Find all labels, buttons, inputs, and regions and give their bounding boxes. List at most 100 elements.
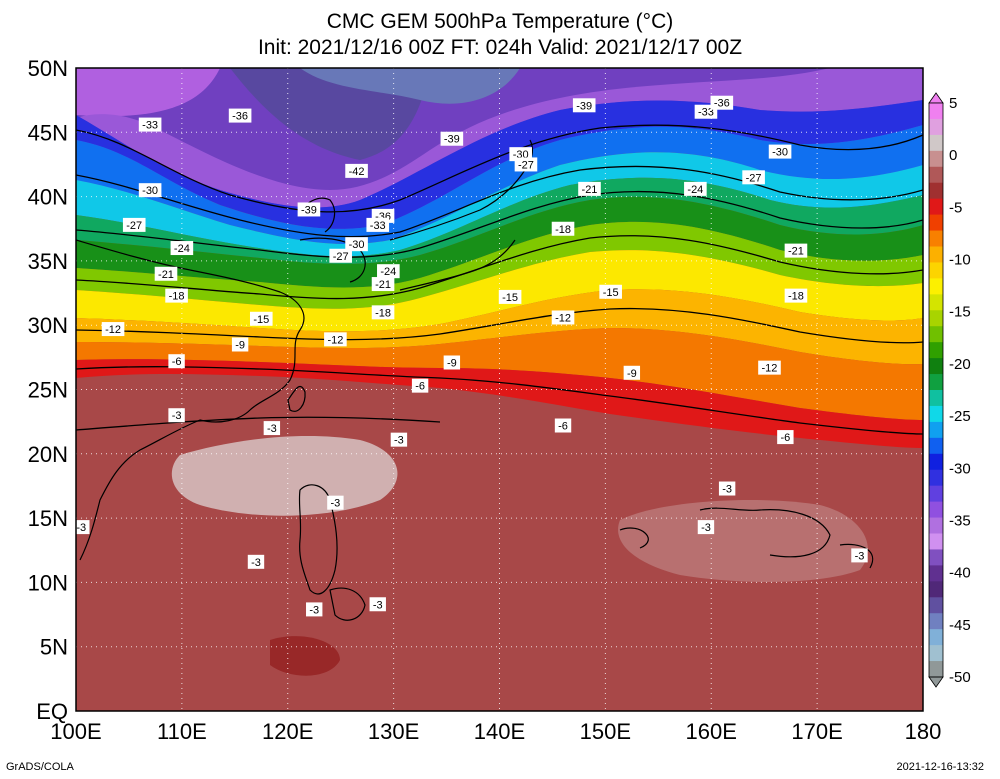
colorbar-swatch bbox=[929, 358, 943, 375]
colorbar-swatch bbox=[929, 294, 943, 311]
colorbar-tick-label: -35 bbox=[949, 512, 971, 529]
colorbar-swatch bbox=[929, 262, 943, 279]
colorbar-swatch bbox=[929, 405, 943, 423]
isotherm-label-box bbox=[551, 221, 575, 236]
colorbar-max-arrow bbox=[928, 92, 944, 104]
colorbar-swatch bbox=[929, 134, 943, 152]
isotherm-label-box bbox=[777, 430, 794, 445]
colorbar-swatch bbox=[929, 342, 943, 359]
colorbar-tick-label: -40 bbox=[949, 565, 971, 582]
isotherm-label-box bbox=[369, 597, 386, 612]
lon-tick-label: 100E bbox=[50, 719, 101, 744]
isotherm-label-text: -18 bbox=[788, 291, 804, 303]
map-title-line2: Init: 2021/12/16 00Z FT: 024h Valid: 202… bbox=[257, 36, 743, 59]
isotherm-label: -39 bbox=[297, 202, 321, 217]
isotherm-label-box bbox=[710, 95, 734, 110]
isotherm-label-text: -12 bbox=[555, 312, 571, 324]
isotherm-label-box bbox=[101, 322, 125, 337]
isotherm-label-text: -21 bbox=[788, 246, 804, 258]
isotherm-label: -12 bbox=[101, 322, 125, 337]
isotherm-label: -3 bbox=[718, 481, 736, 496]
colorbar-swatch bbox=[929, 661, 943, 678]
isotherm-label-text: -30 bbox=[772, 147, 788, 159]
colorbar-swatch bbox=[929, 326, 943, 343]
isotherm-label-box bbox=[231, 337, 249, 352]
isotherm-label: -12 bbox=[324, 332, 347, 347]
isotherm-label-box bbox=[324, 332, 347, 347]
isotherm-label-text: -27 bbox=[518, 159, 534, 171]
lon-tick-label: 130E bbox=[368, 719, 419, 744]
isotherm-label: -39 bbox=[440, 131, 464, 146]
isotherm-label-box bbox=[306, 602, 323, 617]
colorbar-swatch bbox=[929, 246, 943, 263]
isotherm-label-text: -42 bbox=[349, 166, 365, 178]
longitude-axis: 100E 110E 120E 130E 140E 150E 160E 170E 180 bbox=[50, 719, 941, 744]
isotherm-label-text: -9 bbox=[447, 357, 457, 369]
isotherm-label-box bbox=[498, 289, 522, 304]
isotherm-label-box bbox=[263, 421, 281, 436]
colorbar-swatch bbox=[929, 421, 943, 439]
isotherm-label-text: -3 bbox=[267, 423, 277, 435]
isotherm-label-text: -18 bbox=[375, 307, 391, 319]
isotherm-label: -3 bbox=[327, 495, 344, 510]
isotherm-label-box bbox=[345, 163, 368, 178]
colorbar: 5 0 -5 -10 -15 -20 -25 -30 -35 -40 -45 -50 bbox=[928, 92, 971, 688]
isotherm-label-box bbox=[228, 108, 252, 123]
isotherm-label-box bbox=[366, 217, 390, 232]
isotherm-label-box bbox=[377, 264, 400, 279]
isotherm-label: -18 bbox=[371, 305, 395, 320]
isotherm-label: -3 bbox=[168, 408, 185, 423]
isotherm-label-box bbox=[443, 355, 461, 370]
isotherm-label-box bbox=[249, 311, 273, 326]
isotherm-label: -6 bbox=[168, 354, 185, 369]
isotherm-label: -27 bbox=[122, 217, 146, 232]
isotherm-label-box bbox=[138, 183, 162, 198]
colorbar-swatch bbox=[929, 198, 943, 216]
isotherm-label: -21 bbox=[578, 181, 601, 196]
isotherm-label: -30 bbox=[768, 144, 792, 159]
isotherm-label-text: -33 bbox=[370, 220, 386, 232]
lat-tick-label: 20N bbox=[28, 442, 68, 467]
colorbar-swatch bbox=[929, 597, 943, 614]
isotherm-label: -24 bbox=[170, 241, 194, 256]
colorbar-tick-label: -10 bbox=[949, 252, 971, 269]
colorbar-swatch bbox=[929, 103, 943, 120]
isotherm-label-text: -3 bbox=[701, 522, 711, 534]
isotherm-label: -18 bbox=[551, 221, 575, 236]
isotherm-label-box bbox=[578, 181, 601, 196]
isotherm-label-text: -21 bbox=[375, 279, 391, 291]
colorbar-swatch bbox=[929, 485, 943, 503]
isotherm-label: -30 bbox=[138, 183, 162, 198]
isotherm-label-text: -39 bbox=[301, 204, 317, 216]
lat-tick-label: 30N bbox=[28, 313, 68, 338]
isotherm-label-box bbox=[122, 217, 146, 232]
isotherm-label-box bbox=[514, 157, 538, 172]
isotherm-label: -12 bbox=[551, 310, 575, 325]
temperature-field bbox=[76, 68, 923, 711]
isotherm-label-text: -3 bbox=[309, 604, 319, 616]
isotherm-label-text: -3 bbox=[373, 599, 383, 611]
isotherm-label-box bbox=[154, 266, 178, 281]
isotherm-label: -36 bbox=[228, 108, 252, 123]
isotherm-label-box bbox=[440, 131, 464, 146]
isotherm-label: -12 bbox=[758, 360, 781, 375]
isotherm-label-text: -3 bbox=[855, 550, 865, 562]
isotherm-label-text: -9 bbox=[235, 339, 245, 351]
isotherm-label-text: -3 bbox=[331, 498, 341, 510]
isotherm-label-text: -6 bbox=[558, 421, 568, 433]
grads-credit: GrADS/COLA bbox=[6, 761, 74, 773]
isotherm-label-text: -9 bbox=[627, 368, 637, 380]
isotherm-label: -3 bbox=[851, 548, 868, 563]
isotherm-label-text: -15 bbox=[603, 287, 619, 299]
isotherm-label-text: -39 bbox=[444, 134, 460, 146]
isotherm-label: -18 bbox=[165, 288, 188, 303]
isotherm-label-text: -3 bbox=[76, 522, 86, 534]
latitude-axis: EQ 5N 10N 15N 20N 25N 30N 35N 40N 45N 50N bbox=[28, 56, 68, 724]
colorbar-swatch bbox=[929, 613, 943, 630]
isotherm-label: -9 bbox=[443, 355, 461, 370]
isotherm-label-text: -24 bbox=[687, 184, 703, 196]
isotherm-label-text: -18 bbox=[555, 224, 571, 236]
isotherm-label: -15 bbox=[249, 311, 273, 326]
colorbar-tick-label: -5 bbox=[949, 199, 962, 216]
